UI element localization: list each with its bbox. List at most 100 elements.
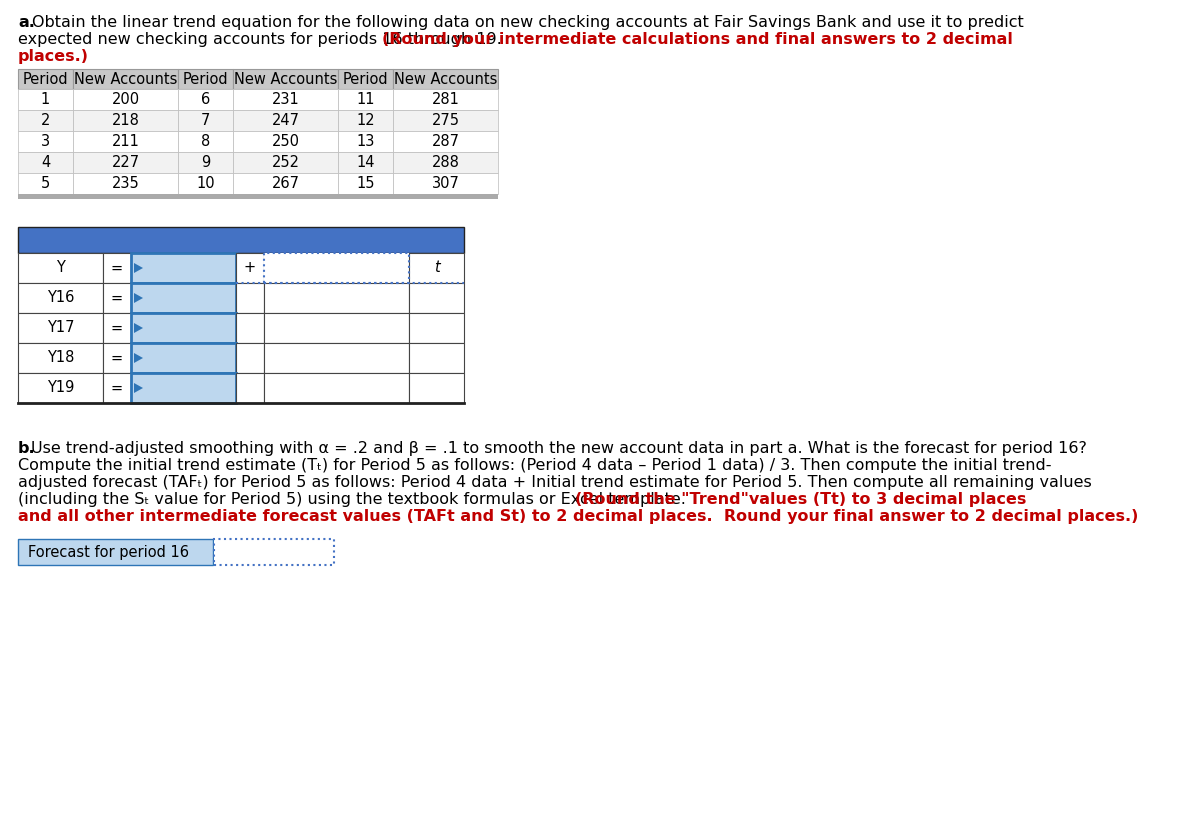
Text: 227: 227: [112, 155, 139, 170]
Text: 2: 2: [41, 113, 50, 128]
Bar: [409, 283, 464, 313]
Text: Y16: Y16: [47, 290, 74, 305]
Text: Obtain the linear trend equation for the following data on new checking accounts: Obtain the linear trend equation for the…: [32, 15, 1024, 30]
Bar: [103, 343, 131, 373]
Text: Y19: Y19: [47, 380, 74, 395]
Text: 10: 10: [196, 176, 215, 191]
Text: +: +: [244, 261, 256, 276]
Bar: [73, 173, 178, 194]
Text: 250: 250: [271, 134, 300, 149]
Text: (including the Sₜ value for Period 5) using the textbook formulas or Excel templ: (including the Sₜ value for Period 5) us…: [18, 492, 691, 507]
Bar: [178, 69, 233, 89]
Bar: [233, 152, 338, 173]
Bar: [409, 343, 464, 373]
Text: Compute the initial trend estimate (Tₜ) for Period 5 as follows: (Period 4 data : Compute the initial trend estimate (Tₜ) …: [18, 458, 1051, 473]
Text: 9: 9: [200, 155, 210, 170]
Bar: [73, 131, 178, 152]
Text: 281: 281: [432, 92, 460, 107]
Bar: [73, 152, 178, 173]
Bar: [233, 131, 338, 152]
Bar: [178, 131, 233, 152]
Text: (Round your intermediate calculations and final answers to 2 decimal: (Round your intermediate calculations an…: [382, 32, 1013, 47]
Bar: [264, 253, 409, 283]
Bar: [264, 373, 409, 403]
Text: 267: 267: [271, 176, 300, 191]
Text: New Accounts: New Accounts: [394, 72, 497, 87]
Bar: [338, 152, 394, 173]
Bar: [409, 373, 464, 403]
Text: 200: 200: [112, 92, 139, 107]
Text: 235: 235: [112, 176, 139, 191]
Bar: [233, 173, 338, 194]
Bar: [18, 343, 103, 373]
Bar: [338, 131, 394, 152]
Bar: [131, 283, 236, 313]
Bar: [131, 373, 236, 403]
Bar: [394, 110, 498, 131]
Text: 6: 6: [200, 92, 210, 107]
Bar: [131, 253, 236, 283]
Bar: [73, 89, 178, 110]
Bar: [18, 89, 73, 110]
Text: 15: 15: [356, 176, 374, 191]
Text: 12: 12: [356, 113, 374, 128]
Text: 252: 252: [271, 155, 300, 170]
Text: 14: 14: [356, 155, 374, 170]
Bar: [236, 343, 264, 373]
Text: t: t: [433, 261, 439, 276]
Text: New Accounts: New Accounts: [74, 72, 178, 87]
Bar: [264, 343, 409, 373]
Bar: [236, 313, 264, 343]
Bar: [264, 283, 409, 313]
Bar: [236, 253, 264, 283]
Text: 211: 211: [112, 134, 139, 149]
Bar: [236, 283, 264, 313]
Bar: [18, 283, 103, 313]
Text: Use trend-adjusted smoothing with α = .2 and β = .1 to smooth the new account da: Use trend-adjusted smoothing with α = .2…: [31, 441, 1087, 456]
Bar: [236, 373, 264, 403]
Text: b.: b.: [18, 441, 36, 456]
Bar: [18, 539, 214, 565]
Polygon shape: [134, 263, 143, 273]
Bar: [131, 313, 236, 343]
Text: Y17: Y17: [47, 320, 74, 336]
Text: places.): places.): [18, 49, 89, 64]
Bar: [409, 253, 464, 283]
Polygon shape: [134, 353, 143, 363]
Text: =: =: [110, 320, 124, 336]
Bar: [394, 69, 498, 89]
Text: =: =: [110, 290, 124, 305]
Text: 287: 287: [432, 134, 460, 149]
Bar: [103, 253, 131, 283]
Bar: [394, 173, 498, 194]
Text: 4: 4: [41, 155, 50, 170]
Bar: [338, 173, 394, 194]
Text: expected new checking accounts for periods 16 through 19.: expected new checking accounts for perio…: [18, 32, 506, 47]
Bar: [178, 110, 233, 131]
Text: adjusted forecast (TAFₜ) for Period 5 as follows: Period 4 data + Initial trend : adjusted forecast (TAFₜ) for Period 5 as…: [18, 475, 1092, 490]
Text: Period: Period: [182, 72, 228, 87]
Text: 231: 231: [271, 92, 299, 107]
Text: 1: 1: [41, 92, 50, 107]
Text: 275: 275: [432, 113, 460, 128]
Text: Period: Period: [23, 72, 68, 87]
Bar: [264, 313, 409, 343]
Bar: [73, 110, 178, 131]
Text: 5: 5: [41, 176, 50, 191]
Polygon shape: [134, 323, 143, 333]
Bar: [338, 69, 394, 89]
Bar: [131, 343, 236, 373]
Bar: [18, 152, 73, 173]
Bar: [18, 173, 73, 194]
Text: Y: Y: [56, 261, 65, 276]
Bar: [233, 110, 338, 131]
Bar: [178, 89, 233, 110]
Bar: [103, 313, 131, 343]
Text: 3: 3: [41, 134, 50, 149]
Text: Forecast for period 16: Forecast for period 16: [28, 544, 190, 559]
Text: Period: Period: [343, 72, 389, 87]
Bar: [18, 110, 73, 131]
Text: 11: 11: [356, 92, 374, 107]
Text: 7: 7: [200, 113, 210, 128]
Bar: [73, 69, 178, 89]
